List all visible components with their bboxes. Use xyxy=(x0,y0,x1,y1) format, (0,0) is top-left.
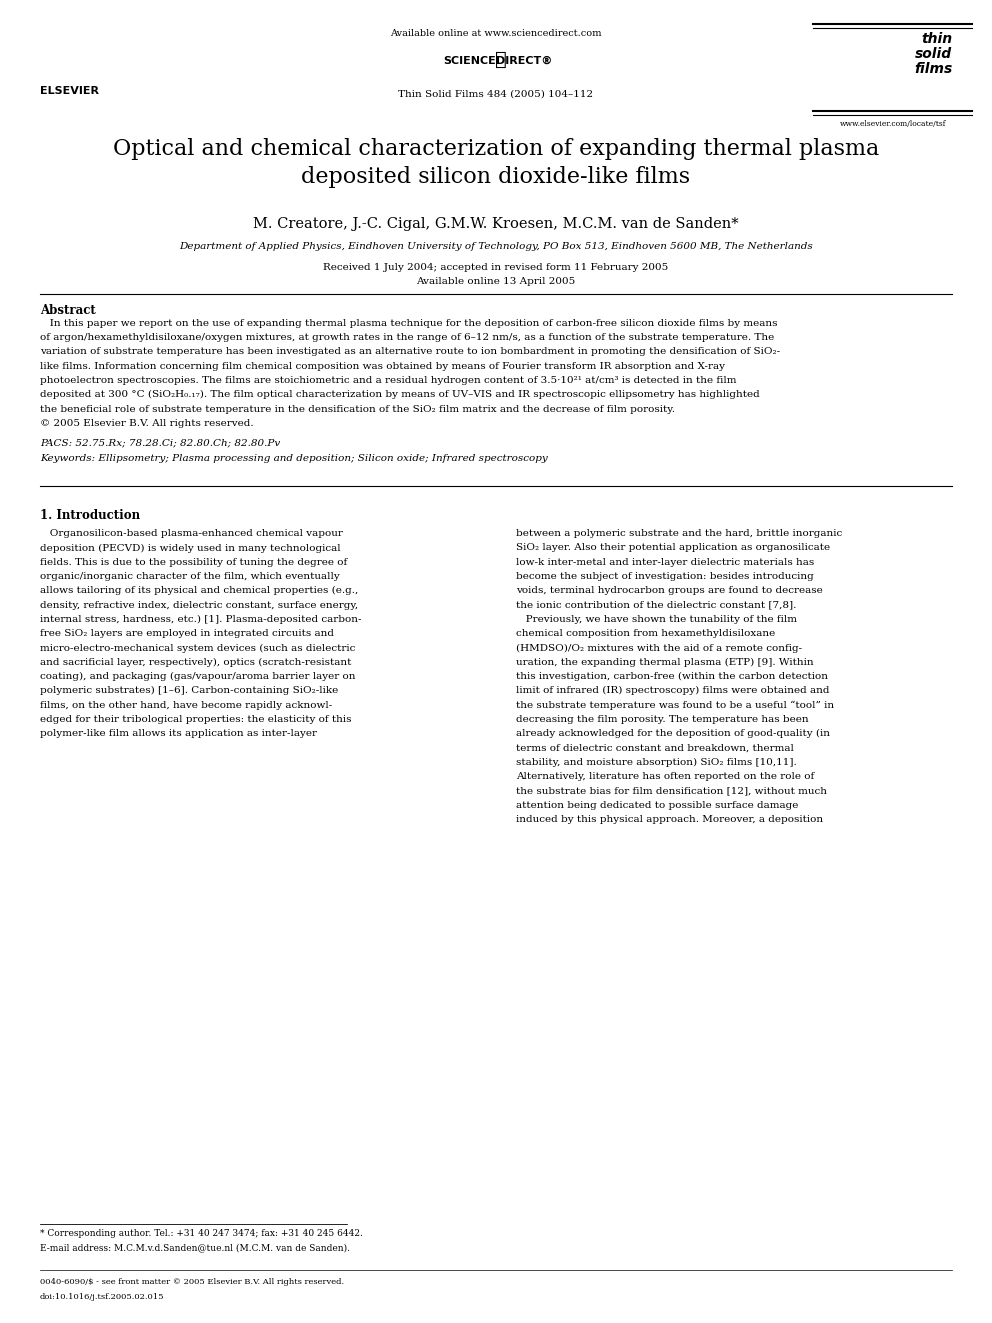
Text: polymeric substrates) [1–6]. Carbon-containing SiO₂-like: polymeric substrates) [1–6]. Carbon-cont… xyxy=(40,687,338,696)
Text: DIRECT®: DIRECT® xyxy=(496,56,553,66)
Text: decreasing the film porosity. The temperature has been: decreasing the film porosity. The temper… xyxy=(516,714,808,724)
Text: * Corresponding author. Tel.: +31 40 247 3474; fax: +31 40 245 6442.: * Corresponding author. Tel.: +31 40 247… xyxy=(40,1229,362,1238)
Text: voids, terminal hydrocarbon groups are found to decrease: voids, terminal hydrocarbon groups are f… xyxy=(516,586,822,595)
Text: allows tailoring of its physical and chemical properties (e.g.,: allows tailoring of its physical and che… xyxy=(40,586,358,595)
Text: chemical composition from hexamethyldisiloxane: chemical composition from hexamethyldisi… xyxy=(516,630,775,638)
Text: limit of infrared (IR) spectroscopy) films were obtained and: limit of infrared (IR) spectroscopy) fil… xyxy=(516,687,829,696)
Text: deposition (PECVD) is widely used in many technological: deposition (PECVD) is widely used in man… xyxy=(40,544,340,553)
Text: SiO₂ layer. Also their potential application as organosilicate: SiO₂ layer. Also their potential applica… xyxy=(516,544,830,553)
Text: photoelectron spectroscopies. The films are stoichiometric and a residual hydrog: photoelectron spectroscopies. The films … xyxy=(40,376,736,385)
Text: organic/inorganic character of the film, which eventually: organic/inorganic character of the film,… xyxy=(40,572,339,581)
Text: this investigation, carbon-free (within the carbon detection: this investigation, carbon-free (within … xyxy=(516,672,828,681)
Text: SCIENCE: SCIENCE xyxy=(443,56,496,66)
Text: variation of substrate temperature has been investigated as an alternative route: variation of substrate temperature has b… xyxy=(40,348,780,356)
Text: become the subject of investigation: besides introducing: become the subject of investigation: bes… xyxy=(516,572,813,581)
Text: Available online at www.sciencedirect.com: Available online at www.sciencedirect.co… xyxy=(390,29,602,38)
Text: (HMDSO)/O₂ mixtures with the aid of a remote config-: (HMDSO)/O₂ mixtures with the aid of a re… xyxy=(516,643,802,652)
Text: Available online 13 April 2005: Available online 13 April 2005 xyxy=(417,277,575,286)
Text: Optical and chemical characterization of expanding thermal plasma
deposited sili: Optical and chemical characterization of… xyxy=(113,138,879,188)
Text: deposited at 300 °C (SiO₂H₀.₁₇). The film optical characterization by means of U: deposited at 300 °C (SiO₂H₀.₁₇). The fil… xyxy=(40,390,760,400)
Text: Department of Applied Physics, Eindhoven University of Technology, PO Box 513, E: Department of Applied Physics, Eindhoven… xyxy=(180,242,812,251)
Text: terms of dielectric constant and breakdown, thermal: terms of dielectric constant and breakdo… xyxy=(516,744,794,753)
Text: fields. This is due to the possibility of tuning the degree of: fields. This is due to the possibility o… xyxy=(40,558,347,566)
Text: 1. Introduction: 1. Introduction xyxy=(40,509,140,523)
Text: coating), and packaging (gas/vapour/aroma barrier layer on: coating), and packaging (gas/vapour/arom… xyxy=(40,672,355,681)
Text: edged for their tribological properties: the elasticity of this: edged for their tribological properties:… xyxy=(40,714,351,724)
Text: ELSEVIER: ELSEVIER xyxy=(40,86,98,97)
Text: thin
solid
films: thin solid films xyxy=(914,32,952,75)
Text: ⓐ: ⓐ xyxy=(495,50,507,69)
Text: E-mail address: M.C.M.v.d.Sanden@tue.nl (M.C.M. van de Sanden).: E-mail address: M.C.M.v.d.Sanden@tue.nl … xyxy=(40,1244,349,1253)
Text: internal stress, hardness, etc.) [1]. Plasma-deposited carbon-: internal stress, hardness, etc.) [1]. Pl… xyxy=(40,615,361,624)
Text: attention being dedicated to possible surface damage: attention being dedicated to possible su… xyxy=(516,800,799,810)
Text: films, on the other hand, have become rapidly acknowl-: films, on the other hand, have become ra… xyxy=(40,701,332,709)
Text: the ionic contribution of the dielectric constant [7,8].: the ionic contribution of the dielectric… xyxy=(516,601,797,610)
Text: the substrate bias for film densification [12], without much: the substrate bias for film densificatio… xyxy=(516,786,827,795)
Text: PACS: 52.75.Rx; 78.28.Ci; 82.80.Ch; 82.80.Pv: PACS: 52.75.Rx; 78.28.Ci; 82.80.Ch; 82.8… xyxy=(40,438,280,447)
Text: doi:10.1016/j.tsf.2005.02.015: doi:10.1016/j.tsf.2005.02.015 xyxy=(40,1293,165,1301)
Text: low-k inter-metal and inter-layer dielectric materials has: low-k inter-metal and inter-layer dielec… xyxy=(516,558,814,566)
Text: polymer-like film allows its application as inter-layer: polymer-like film allows its application… xyxy=(40,729,316,738)
Text: Previously, we have shown the tunability of the film: Previously, we have shown the tunability… xyxy=(516,615,797,624)
Text: density, refractive index, dielectric constant, surface energy,: density, refractive index, dielectric co… xyxy=(40,601,358,610)
Text: the substrate temperature was found to be a useful “tool” in: the substrate temperature was found to b… xyxy=(516,701,834,710)
Text: the beneficial role of substrate temperature in the densification of the SiO₂ fi: the beneficial role of substrate tempera… xyxy=(40,405,675,414)
Text: Received 1 July 2004; accepted in revised form 11 February 2005: Received 1 July 2004; accepted in revise… xyxy=(323,263,669,273)
Text: Abstract: Abstract xyxy=(40,304,95,318)
Text: induced by this physical approach. Moreover, a deposition: induced by this physical approach. Moreo… xyxy=(516,815,823,824)
Text: Organosilicon-based plasma-enhanced chemical vapour: Organosilicon-based plasma-enhanced chem… xyxy=(40,529,342,538)
Text: M. Creatore, J.-C. Cigal, G.M.W. Kroesen, M.C.M. van de Sanden*: M. Creatore, J.-C. Cigal, G.M.W. Kroesen… xyxy=(253,217,739,232)
Text: like films. Information concerning film chemical composition was obtained by mea: like films. Information concerning film … xyxy=(40,361,725,370)
Text: micro-electro-mechanical system devices (such as dielectric: micro-electro-mechanical system devices … xyxy=(40,643,355,652)
Text: already acknowledged for the deposition of good-quality (in: already acknowledged for the deposition … xyxy=(516,729,830,738)
Text: Thin Solid Films 484 (2005) 104–112: Thin Solid Films 484 (2005) 104–112 xyxy=(399,90,593,99)
Text: of argon/hexamethyldisiloxane/oxygen mixtures, at growth rates in the range of 6: of argon/hexamethyldisiloxane/oxygen mix… xyxy=(40,333,774,343)
Text: uration, the expanding thermal plasma (ETP) [9]. Within: uration, the expanding thermal plasma (E… xyxy=(516,658,813,667)
Text: and sacrificial layer, respectively), optics (scratch-resistant: and sacrificial layer, respectively), op… xyxy=(40,658,351,667)
Text: Keywords: Ellipsometry; Plasma processing and deposition; Silicon oxide; Infrare: Keywords: Ellipsometry; Plasma processin… xyxy=(40,454,548,463)
Text: between a polymeric substrate and the hard, brittle inorganic: between a polymeric substrate and the ha… xyxy=(516,529,842,538)
Text: free SiO₂ layers are employed in integrated circuits and: free SiO₂ layers are employed in integra… xyxy=(40,630,333,638)
Text: In this paper we report on the use of expanding thermal plasma technique for the: In this paper we report on the use of ex… xyxy=(40,319,777,328)
Text: www.elsevier.com/locate/tsf: www.elsevier.com/locate/tsf xyxy=(839,120,946,128)
Text: © 2005 Elsevier B.V. All rights reserved.: © 2005 Elsevier B.V. All rights reserved… xyxy=(40,419,253,427)
Text: 0040-6090/$ - see front matter © 2005 Elsevier B.V. All rights reserved.: 0040-6090/$ - see front matter © 2005 El… xyxy=(40,1278,344,1286)
Text: stability, and moisture absorption) SiO₂ films [10,11].: stability, and moisture absorption) SiO₂… xyxy=(516,758,797,767)
Text: Alternatively, literature has often reported on the role of: Alternatively, literature has often repo… xyxy=(516,773,814,781)
